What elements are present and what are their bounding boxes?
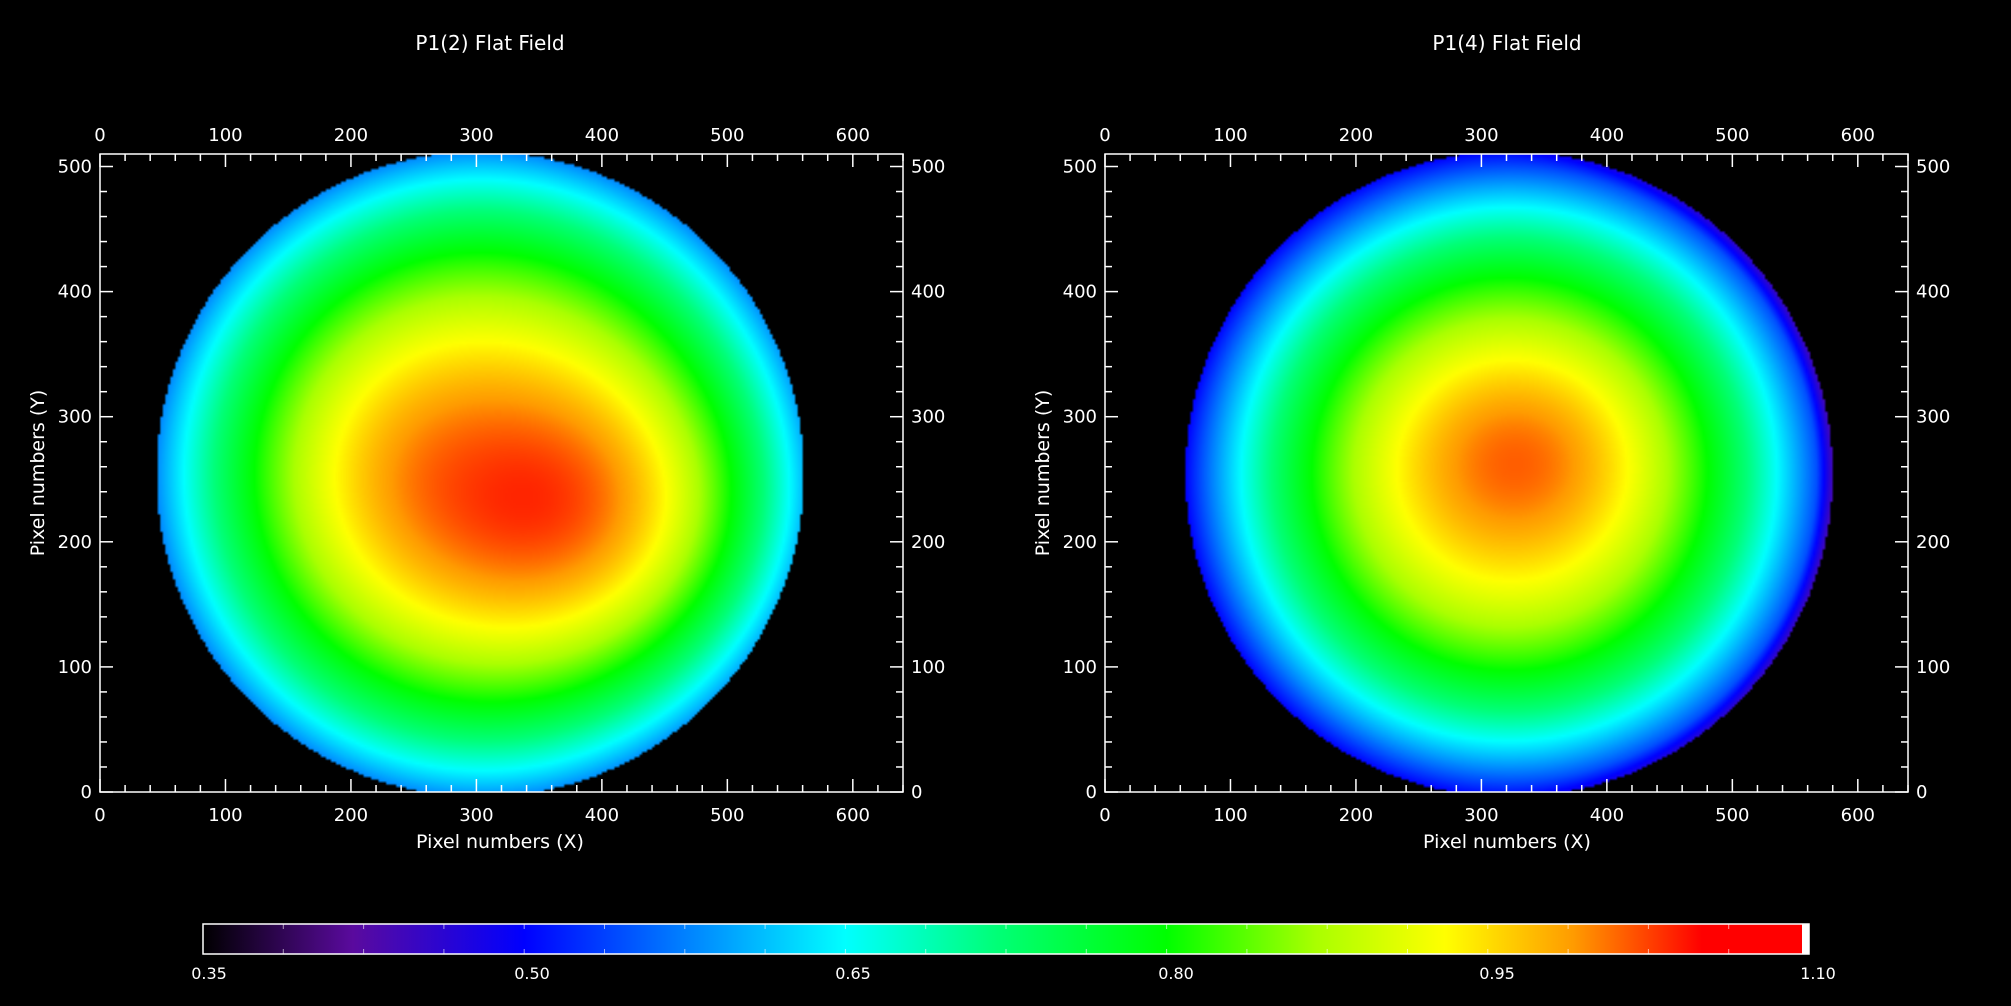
x-tick-label: 0: [94, 805, 105, 826]
x-top-tick-label: 400: [1590, 125, 1624, 146]
x-top-tick-label: 500: [1715, 125, 1749, 146]
colorbar-labels: 0.35 0.50 0.65 0.80 0.95 1.10: [191, 964, 1836, 983]
y-right-tick-label: 500: [1916, 157, 1950, 178]
x-tick-label: 600: [1841, 805, 1875, 826]
y-right-tick-label: 100: [1916, 657, 1950, 678]
x-tick-label: 400: [585, 805, 619, 826]
colorbar-ticks: [202, 924, 1810, 954]
x-top-tick-label: 100: [208, 125, 242, 146]
panel-p1-2: P1(2) Flat Field Pixel numbers (X) Pixel…: [27, 31, 945, 853]
x-top-tick-label: 200: [1339, 125, 1373, 146]
y-right-tick-label: 300: [911, 407, 945, 428]
y-right-tick-label: 400: [1916, 282, 1950, 303]
x-tick-label: 400: [1590, 805, 1624, 826]
y-tick-label: 500: [1063, 157, 1097, 178]
y-right-tick-label: 200: [1916, 532, 1950, 553]
y-tick-label: 0: [81, 782, 92, 803]
x-tick-label: 0: [1099, 805, 1110, 826]
x-top-tick-label: 500: [710, 125, 744, 146]
x-top-tick-label: 0: [1099, 125, 1110, 146]
y-tick-label: 400: [1063, 282, 1097, 303]
heatmap-image: [100, 154, 903, 792]
y-tick-label: 200: [58, 532, 92, 553]
y-tick-label: 0: [1086, 782, 1097, 803]
colorbar-tick-label: 0.35: [191, 964, 227, 983]
y-tick-label: 300: [1063, 407, 1097, 428]
x-top-tick-label: 200: [334, 125, 368, 146]
x-top-tick-label: 0: [94, 125, 105, 146]
y-right-tick-label: 0: [911, 782, 922, 803]
colorbar-tick-label: 1.10: [1800, 964, 1836, 983]
x-axis-label: Pixel numbers (X): [416, 831, 584, 853]
x-tick-label: 300: [459, 805, 493, 826]
y-right-tick-label: 100: [911, 657, 945, 678]
y-right-tick-label: 0: [1916, 782, 1927, 803]
heatmap-image: [1105, 154, 1908, 792]
colorbar-tick-label: 0.95: [1479, 964, 1515, 983]
x-top-tick-label: 100: [1213, 125, 1247, 146]
x-tick-label: 600: [836, 805, 870, 826]
y-axis-label: Pixel numbers (Y): [1032, 390, 1054, 557]
y-tick-label: 300: [58, 407, 92, 428]
colorbar-end-cap: [1802, 924, 1809, 954]
y-right-tick-label: 400: [911, 282, 945, 303]
y-right-tick-label: 300: [1916, 407, 1950, 428]
x-axis-label: Pixel numbers (X): [1423, 831, 1591, 853]
y-tick-label: 400: [58, 282, 92, 303]
colorbar-tick-label: 0.80: [1158, 964, 1194, 983]
x-tick-label: 100: [1213, 805, 1247, 826]
y-right-tick-label: 200: [911, 532, 945, 553]
x-tick-label: 500: [710, 805, 744, 826]
panel-p1-4: P1(4) Flat Field Pixel numbers (X) Pixel…: [1032, 31, 1950, 853]
x-tick-label: 200: [334, 805, 368, 826]
x-tick-label: 500: [1715, 805, 1749, 826]
colorbar-tick-label: 0.65: [835, 964, 871, 983]
y-tick-label: 100: [58, 657, 92, 678]
chart-title: P1(2) Flat Field: [415, 31, 564, 55]
x-top-tick-label: 600: [836, 125, 870, 146]
y-tick-label: 500: [58, 157, 92, 178]
y-right-tick-label: 500: [911, 157, 945, 178]
colorbar-tick-label: 0.50: [514, 964, 550, 983]
x-top-tick-label: 300: [459, 125, 493, 146]
chart-title: P1(4) Flat Field: [1432, 31, 1581, 55]
x-top-tick-label: 400: [585, 125, 619, 146]
x-top-tick-label: 600: [1841, 125, 1875, 146]
colorbar: 0.35 0.50 0.65 0.80 0.95 1.10: [191, 923, 1836, 983]
x-tick-label: 100: [208, 805, 242, 826]
x-tick-label: 200: [1339, 805, 1373, 826]
y-tick-label: 100: [1063, 657, 1097, 678]
x-tick-label: 300: [1464, 805, 1498, 826]
y-axis-label: Pixel numbers (Y): [27, 390, 49, 557]
x-top-tick-label: 300: [1464, 125, 1498, 146]
y-tick-label: 200: [1063, 532, 1097, 553]
